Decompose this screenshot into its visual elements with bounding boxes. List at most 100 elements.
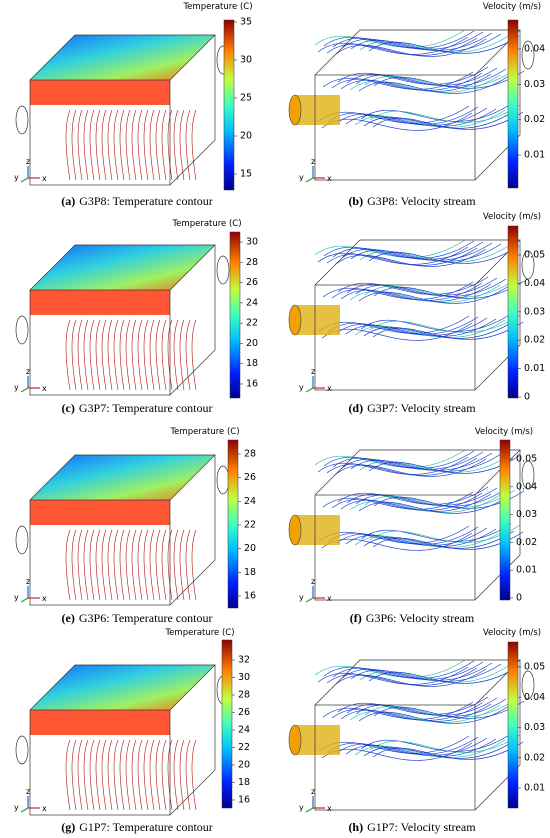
- pipe-end: [521, 670, 535, 700]
- stream: [349, 284, 501, 303]
- caption: (c) G3P7: Temperature contour: [62, 401, 213, 415]
- stream: [350, 453, 502, 472]
- axis-label: y: [299, 593, 304, 602]
- fin-line: [143, 529, 149, 601]
- axis-label: y: [14, 803, 19, 812]
- fin-line: [179, 109, 185, 181]
- fin-line: [101, 319, 107, 391]
- colorbar-tick-label: 16: [246, 379, 258, 390]
- stream: [327, 106, 479, 125]
- caption-text: G3P6: Temperature contour: [79, 611, 213, 625]
- colorbar-tick-label: 28: [238, 690, 250, 701]
- stream: [354, 319, 506, 338]
- colorbar-tick-label: 0.04: [524, 278, 545, 289]
- axis-y: [20, 177, 29, 183]
- fin-line: [191, 109, 197, 181]
- stream: [363, 530, 515, 549]
- stream: [355, 278, 507, 297]
- box-front: [29, 79, 171, 186]
- colorbar: [221, 639, 233, 809]
- colorbar-tick-label: 0.01: [524, 783, 545, 794]
- stream: [340, 73, 492, 92]
- colorbar-title: Temperature (C): [169, 427, 239, 437]
- colorbar-tick-label: 0.03: [524, 79, 545, 90]
- panel: yz x Velocity (m/s) 0.05 0.04 0.03 0.02 0.01 0 (d…: [288, 212, 545, 415]
- stream: [355, 698, 507, 717]
- stream: [326, 457, 478, 476]
- hot-region: [30, 245, 215, 290]
- colorbar-tick-label: 35: [240, 17, 252, 28]
- colorbar-title: Velocity (m/s): [475, 427, 533, 437]
- stream: [360, 313, 512, 332]
- fin-line: [83, 109, 89, 181]
- colorbar-tick-label: 0.03: [524, 722, 545, 733]
- fin-line: [131, 739, 137, 811]
- axis-label: y: [299, 803, 304, 812]
- colorbar: [227, 439, 239, 609]
- colorbar-tick-label: 0.01: [516, 565, 537, 576]
- stream: [350, 663, 502, 682]
- box-top: [314, 449, 521, 496]
- colorbar-tick-label: 20: [246, 338, 258, 349]
- stream: [323, 450, 475, 469]
- colorbar-tick-label: 0.03: [524, 306, 545, 317]
- axis-label: x: [42, 384, 47, 393]
- stream: [322, 491, 474, 510]
- stream: [369, 314, 521, 333]
- caption-label: (g): [61, 820, 75, 834]
- stream: [336, 317, 488, 336]
- stream: [314, 449, 466, 468]
- fin-line: [113, 739, 119, 811]
- colorbar-tick-label: 22: [244, 520, 256, 531]
- box-front: [314, 704, 476, 811]
- box-front: [314, 494, 476, 601]
- stream: [358, 705, 510, 724]
- stream: [354, 739, 506, 758]
- caption: (a) G3P8: Temperature contour: [61, 194, 213, 208]
- fin-line: [89, 109, 95, 181]
- inlet-face: [288, 514, 302, 546]
- axis-label: z: [311, 367, 315, 376]
- stream: [346, 67, 498, 86]
- stream: [355, 68, 507, 87]
- fin-line: [143, 109, 149, 181]
- fin-line: [155, 109, 161, 181]
- box-top: [29, 244, 216, 291]
- stream: [314, 29, 466, 48]
- pipe-end: [216, 255, 230, 285]
- colorbar-tick-label: 20: [238, 760, 250, 771]
- fin-line: [173, 739, 179, 811]
- colorbar-tick-label: 16: [238, 795, 250, 806]
- fin-line: [65, 319, 71, 391]
- stream: [369, 524, 521, 543]
- stream: [327, 736, 479, 755]
- stream: [345, 108, 497, 127]
- colorbar: [229, 231, 241, 399]
- colorbar-tick-label: 32: [238, 655, 250, 666]
- inlet-pipe: [295, 515, 340, 545]
- colorbar-tick-label: 22: [238, 742, 250, 753]
- stream: [373, 700, 525, 719]
- pipe-end: [521, 250, 535, 280]
- stream: [332, 31, 484, 50]
- pipe-end: [521, 40, 535, 70]
- caption-text: G1P7: Velocity stream: [367, 820, 476, 834]
- stream: [364, 489, 516, 508]
- caption: (g) G1P7: Temperature contour: [61, 820, 213, 834]
- fin-line: [71, 739, 77, 811]
- colorbar-tick-label: 0.05: [524, 662, 545, 673]
- fin-line: [185, 739, 191, 811]
- stream: [327, 526, 479, 545]
- stream: [331, 492, 483, 511]
- axis-label: x: [327, 174, 332, 183]
- fin-line: [107, 529, 113, 601]
- fin-line: [155, 529, 161, 601]
- pipe-end: [15, 105, 29, 135]
- fin-line: [101, 529, 107, 601]
- stream: [364, 279, 516, 298]
- hot-region: [30, 35, 215, 80]
- colorbar: [223, 19, 235, 191]
- fin-line: [95, 319, 101, 391]
- box-top: [29, 664, 216, 711]
- fin-line: [95, 529, 101, 601]
